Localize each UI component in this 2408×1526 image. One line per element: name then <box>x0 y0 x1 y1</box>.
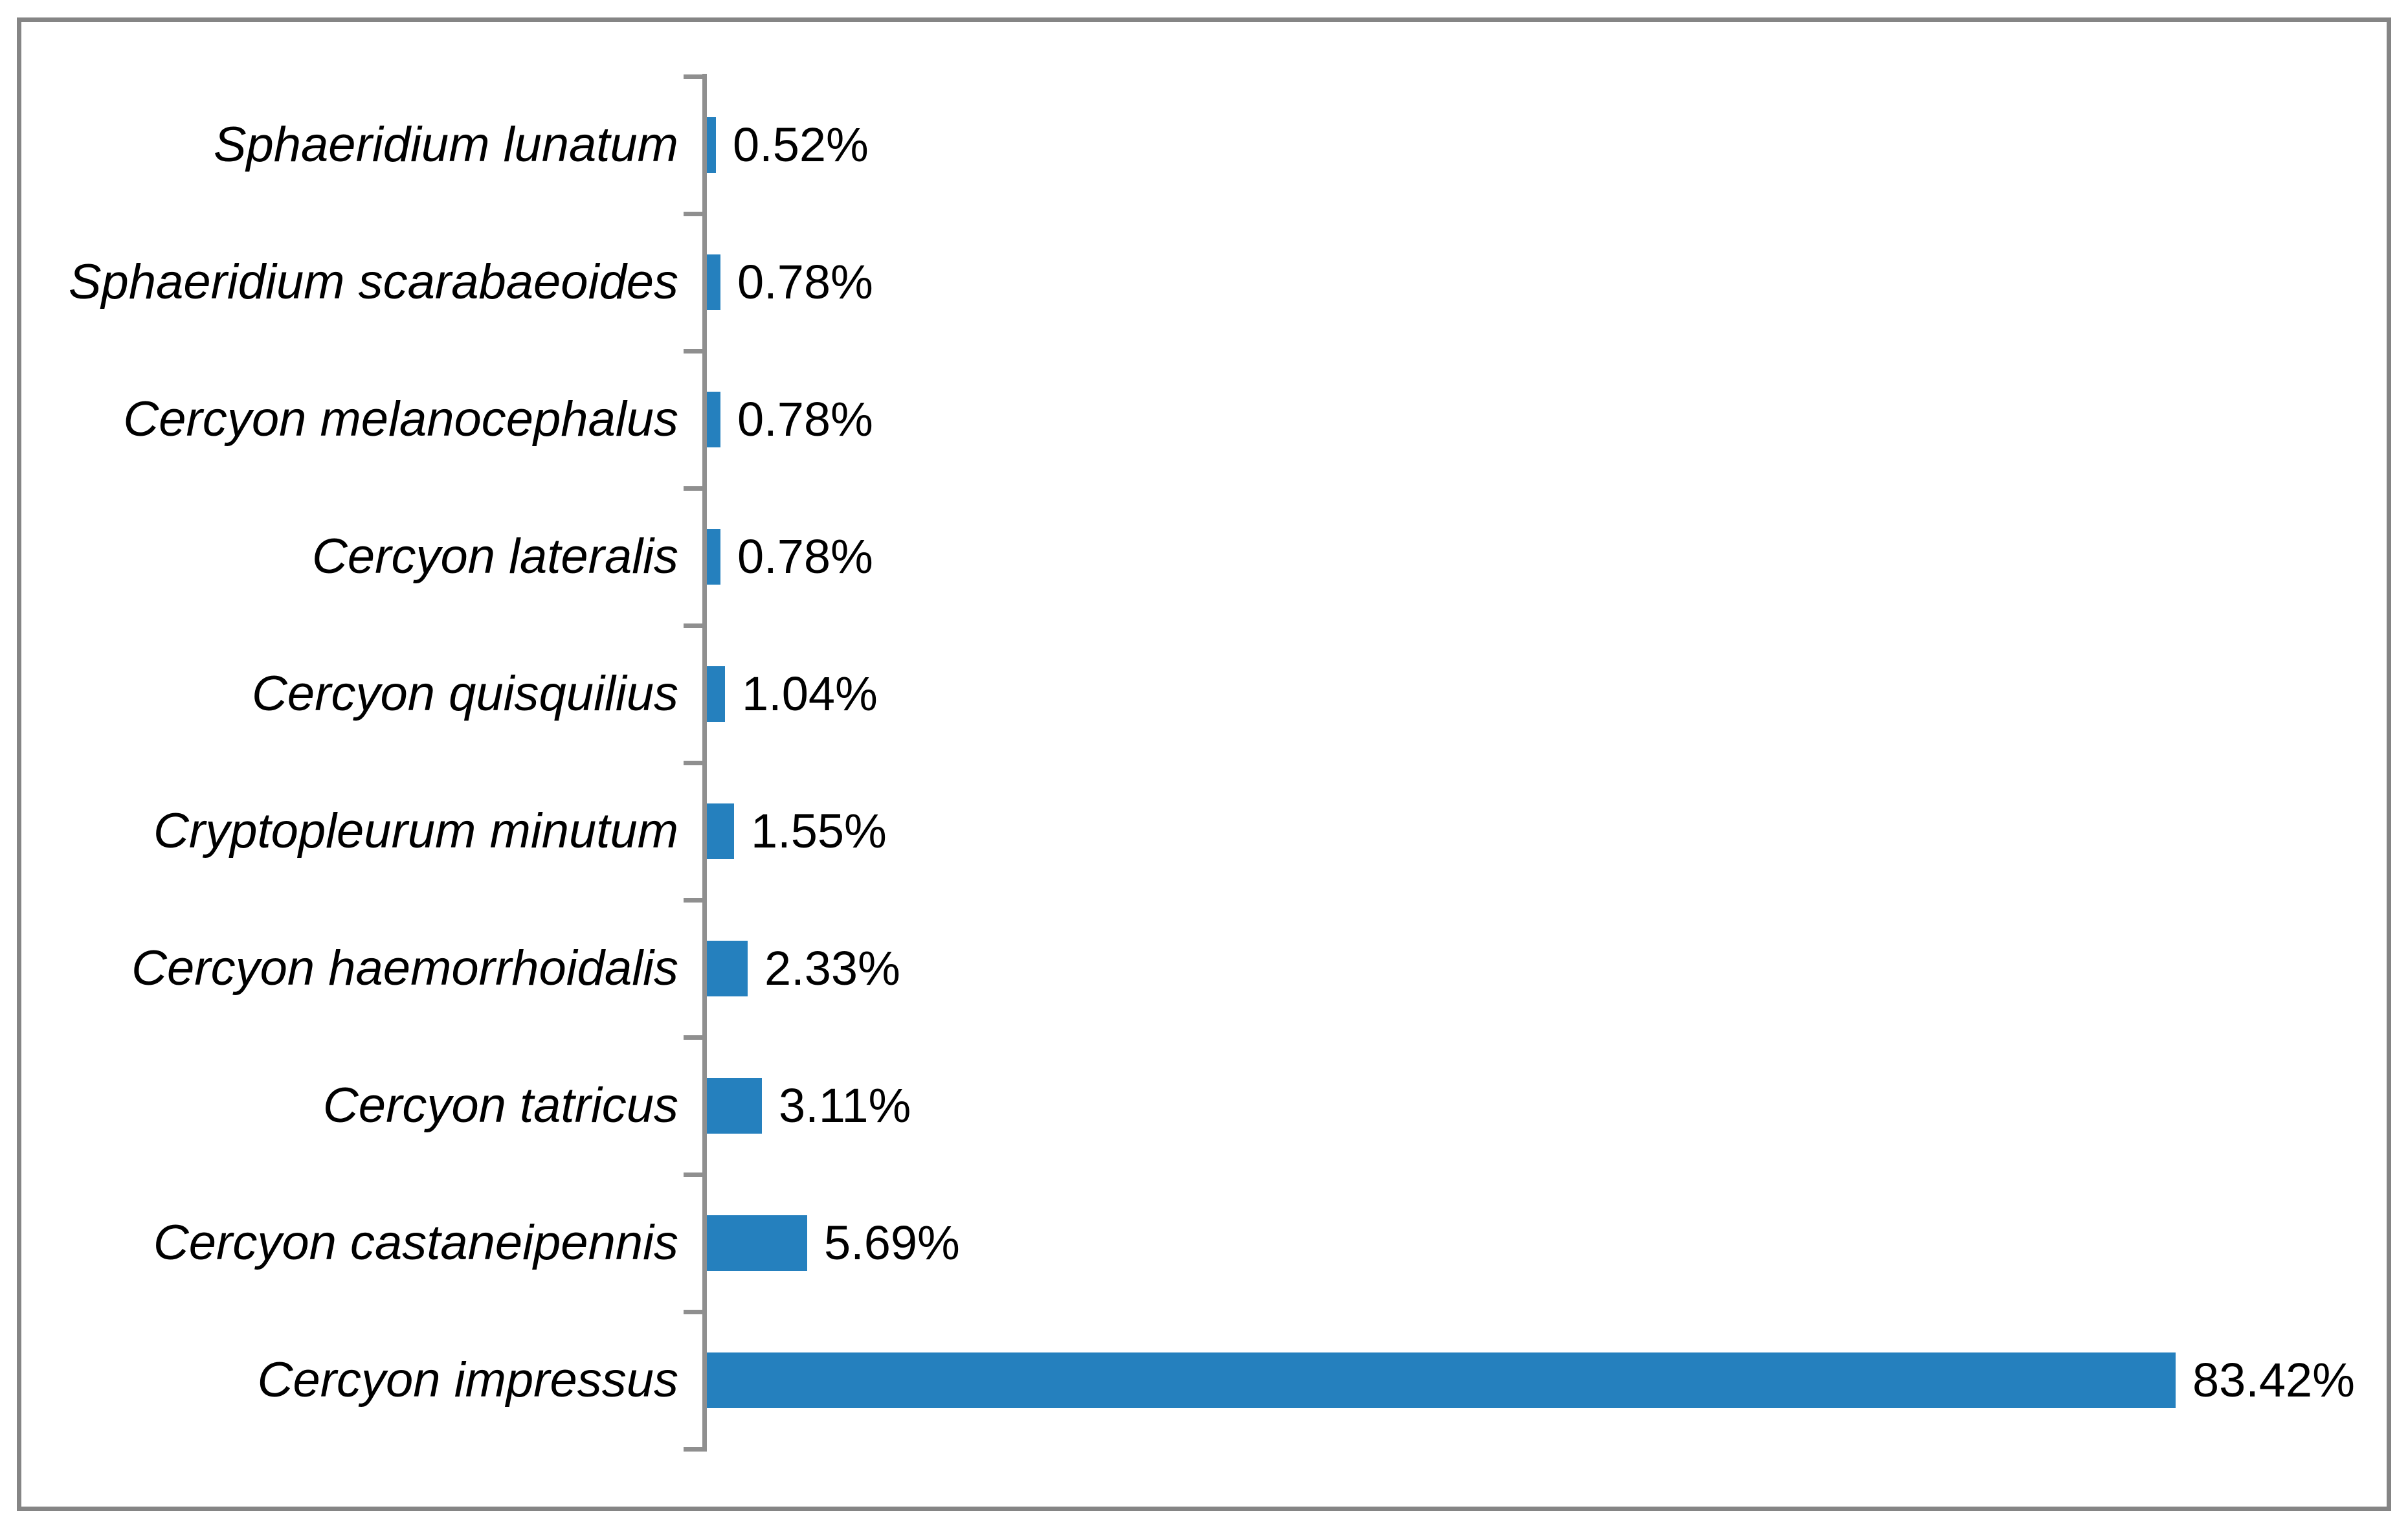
axis-tick <box>684 1035 707 1040</box>
category-label: Sphaeridium scarabaeoides <box>68 254 678 310</box>
bar-cercyon-tatricus <box>707 1078 762 1134</box>
value-label: 1.04% <box>742 667 878 721</box>
axis-tick <box>684 74 707 79</box>
bar-cercyon-haemorrhoidalis <box>707 941 748 996</box>
category-label: Cercyon castaneipennis <box>153 1215 678 1271</box>
axis-tick <box>684 1173 707 1177</box>
axis-tick <box>684 486 707 491</box>
axis-tick <box>684 212 707 216</box>
axis-tick <box>684 623 707 628</box>
bar-cercyon-melanocephalus <box>707 392 720 447</box>
value-label: 5.69% <box>824 1216 960 1270</box>
bar-cercyon-lateralis <box>707 529 720 585</box>
bar-cercyon-quisquilius <box>707 666 725 722</box>
value-label: 0.52% <box>733 118 869 172</box>
bar-sphaeridium-scarabaeoides <box>707 254 720 310</box>
value-label: 83.42% <box>2192 1353 2355 1408</box>
axis-tick <box>684 1310 707 1314</box>
chart-frame-border <box>17 17 2391 1511</box>
value-label: 0.78% <box>737 530 873 584</box>
category-label: Cercyon haemorrhoidalis <box>131 941 678 996</box>
category-label: Cercyon tatricus <box>322 1078 678 1134</box>
bar-sphaeridium-lunatum <box>707 117 716 173</box>
bar-cercyon-castaneipennis <box>707 1215 807 1271</box>
axis-tick <box>684 349 707 353</box>
bar-cryptopleurum-minutum <box>707 803 734 859</box>
bar-cercyon-impressus <box>707 1352 2176 1408</box>
category-label: Cercyon lateralis <box>312 529 678 585</box>
value-label: 0.78% <box>737 255 873 309</box>
category-label: Cercyon melanocephalus <box>123 392 678 447</box>
axis-tick <box>684 761 707 765</box>
category-label: Cercyon quisquilius <box>252 666 678 722</box>
value-label: 1.55% <box>751 804 887 858</box>
axis-tick <box>684 898 707 903</box>
category-label: Cercyon impressus <box>257 1352 678 1408</box>
value-label: 3.11% <box>779 1079 911 1133</box>
axis-tick <box>684 1447 707 1452</box>
category-label: Sphaeridium lunatum <box>213 117 678 173</box>
value-label: 2.33% <box>764 941 900 996</box>
category-label: Cryptopleurum minutum <box>153 803 678 859</box>
value-label: 0.78% <box>737 392 873 447</box>
